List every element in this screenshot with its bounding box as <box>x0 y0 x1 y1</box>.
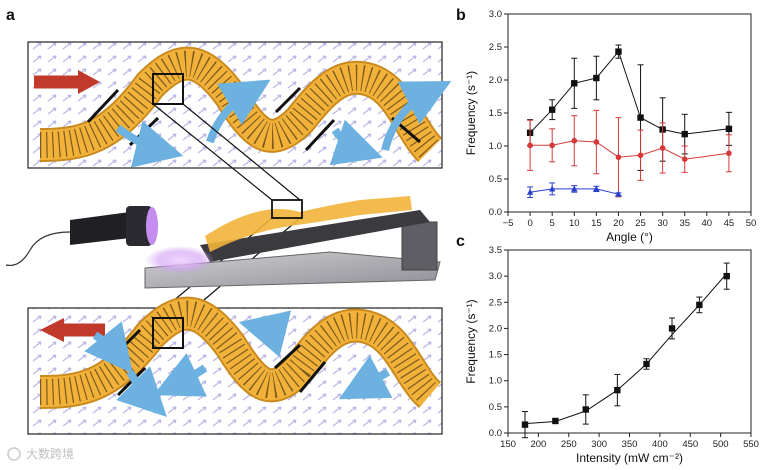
x-tick-label: 30 <box>657 218 668 229</box>
data-point-circle <box>659 145 666 151</box>
y-tick-label: 3.5 <box>489 245 502 256</box>
watermark-text: 大数跨境 <box>26 446 74 461</box>
y-tick-label: 2.0 <box>489 75 502 86</box>
x-axis-title: Angle (°) <box>606 230 653 244</box>
y-tick-label: 3.0 <box>489 271 502 282</box>
y-tick-label: 0.5 <box>489 402 502 413</box>
data-point-square <box>696 301 703 309</box>
inclined-ramp <box>200 210 430 262</box>
x-tick-label: 0 <box>527 218 532 229</box>
top-swimming-panel <box>27 41 452 169</box>
apparatus <box>5 196 441 289</box>
data-point-triangle <box>526 188 534 195</box>
zoom-box-bottom <box>152 317 184 349</box>
data-point-square <box>548 106 556 113</box>
data-point-circle <box>593 139 600 145</box>
chart-frequency-vs-intensity: 150 200 250 300 350 400 450 500 550 0.0 0.5 1.0 1.5 2… <box>464 245 759 465</box>
x-tick-label: 20 <box>613 218 624 229</box>
data-point-square <box>637 114 644 121</box>
x-tick-label: 50 <box>746 218 757 229</box>
light-source-lamp <box>70 212 130 245</box>
data-point-square <box>681 130 688 138</box>
series-line <box>529 50 729 135</box>
panel-a-label: a <box>6 7 15 24</box>
x-tick-label: 35 <box>679 218 690 229</box>
x-tick-label: 200 <box>530 439 546 450</box>
x-tick-label: 350 <box>622 439 638 450</box>
y-tick-label: 2.5 <box>489 297 502 308</box>
y-tick-label: 0.0 <box>489 428 502 439</box>
x-tick-label: 25 <box>635 218 646 229</box>
x-tick-label: 5 <box>550 218 555 229</box>
y-axis-title: Frequency (s⁻¹) <box>464 71 478 155</box>
y-tick-label: 1.5 <box>489 108 502 119</box>
data-point-circle <box>571 137 578 144</box>
x-tick-label: 300 <box>591 439 607 450</box>
data-point-square <box>615 48 622 55</box>
y-tick-label: 0.0 <box>489 207 502 218</box>
fit-curve <box>524 273 728 425</box>
data-point-square <box>614 386 621 394</box>
data-point-square <box>571 80 578 87</box>
watermark: 大数跨境 <box>7 446 74 461</box>
x-axis-title: Intensity (mW cm⁻²) <box>576 451 683 465</box>
blue-flow-arrow <box>115 120 184 168</box>
data-point-circle <box>681 156 688 162</box>
data-point-square <box>668 325 676 332</box>
data-point-square <box>552 417 559 425</box>
x-tick-label: 10 <box>569 218 580 229</box>
data-point-triangle <box>615 190 622 197</box>
y-tick-label: 1.0 <box>489 141 502 152</box>
plot-frame <box>507 249 752 434</box>
y-tick-label: 2.0 <box>489 323 502 334</box>
x-tick-label: 45 <box>724 218 735 229</box>
data-point-square <box>723 272 730 280</box>
x-tick-label: 150 <box>500 439 516 450</box>
x-tick-label: −5 <box>503 218 514 229</box>
data-point-square <box>643 360 650 368</box>
x-tick-label: 550 <box>743 439 759 450</box>
data-point-triangle <box>571 185 578 192</box>
data-point-square <box>582 406 589 413</box>
y-axis-title: Frequency (s⁻¹) <box>464 299 478 383</box>
y-tick-label: 0.5 <box>489 174 502 185</box>
data-point-circle <box>527 142 533 149</box>
zoom-box-top <box>152 73 184 105</box>
data-point-triangle <box>548 185 556 192</box>
data-point-triangle <box>593 185 600 192</box>
series-line <box>530 140 729 160</box>
data-point-circle <box>726 150 732 157</box>
inclined-ramp-support <box>401 221 438 271</box>
x-tick-label: 250 <box>561 439 577 450</box>
x-tick-label: 500 <box>713 439 729 450</box>
y-tick-label: 1.5 <box>489 350 502 361</box>
y-tick-label: 3.0 <box>489 9 502 20</box>
x-tick-label: 400 <box>652 439 668 450</box>
panel-b-label: b <box>456 7 466 24</box>
data-point-circle <box>615 154 622 161</box>
chart-frequency-vs-angle: −5 0 5 10 15 20 25 30 35 40 45 50 0.0 0.5 1.0 1.5 2.0 2.5… <box>464 9 756 244</box>
data-point-square <box>725 125 733 133</box>
data-point-circle <box>637 152 644 159</box>
data-point-circle <box>549 142 555 149</box>
y-tick-label: 2.5 <box>489 42 502 53</box>
panel-c-label: c <box>456 233 465 250</box>
bottom-swimming-panel <box>27 296 443 435</box>
x-tick-label: 450 <box>682 439 698 450</box>
y-tick-label: 1.0 <box>489 376 502 387</box>
x-tick-label: 40 <box>702 218 713 229</box>
plot-frame <box>507 13 752 213</box>
data-point-square <box>593 74 600 82</box>
data-point-square <box>521 421 529 428</box>
x-tick-label: 15 <box>591 218 602 229</box>
